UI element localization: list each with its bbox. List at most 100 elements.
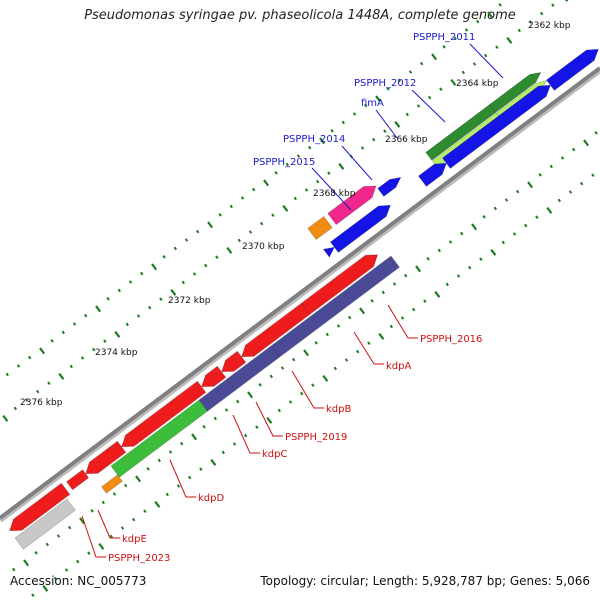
tick-mark	[493, 206, 498, 211]
tick-mark	[92, 347, 96, 352]
label-leader-line	[291, 370, 324, 409]
tick-label-2362: 2362 kbp	[528, 21, 571, 31]
tick-mark	[35, 389, 40, 394]
tick-mark	[135, 475, 142, 483]
tick-mark	[371, 137, 376, 142]
tick-mark	[132, 517, 136, 522]
tick-mark	[389, 324, 394, 329]
tick-mark	[207, 221, 214, 229]
tick-mark	[199, 467, 203, 471]
gene-feature-orange	[307, 215, 333, 241]
tick-mark	[232, 442, 237, 446]
tick-mark	[24, 398, 29, 402]
tick-label-2374: 2374 kbp	[95, 348, 138, 358]
gene-label-pspph-2012: PSPPH_2012	[354, 78, 416, 89]
label-leader-line	[341, 145, 373, 181]
tick-mark	[314, 341, 318, 345]
tick-mark	[56, 534, 61, 538]
tick-mark	[490, 248, 497, 256]
tick-mark	[296, 154, 301, 158]
tick-mark	[269, 374, 274, 379]
tick-mark	[539, 11, 544, 16]
tick-mark	[591, 173, 595, 177]
tick-mark	[479, 257, 483, 261]
tick-mark	[378, 332, 385, 340]
label-leader-line	[411, 89, 446, 123]
gene-feature-blue	[546, 48, 599, 91]
tick-mark	[475, 19, 480, 24]
tick-mark	[352, 112, 357, 116]
tick-mark	[192, 272, 197, 276]
accession-text: Accession: NC_005773	[10, 574, 147, 588]
gene-feature-dark-green	[489, 71, 542, 113]
tick-mark	[58, 372, 65, 380]
tick-mark	[383, 129, 387, 133]
tick-mark	[188, 475, 192, 480]
tick-mark	[392, 282, 397, 286]
gene-label-kdpa: kdpA	[386, 361, 411, 372]
gene-label-kdpd: kdpD	[198, 493, 224, 504]
tick-mark	[79, 517, 86, 525]
tick-mark	[5, 372, 9, 377]
tick-mark	[327, 171, 331, 175]
tick-mark	[53, 576, 57, 581]
tick-mark	[551, 3, 555, 7]
gene-feature-navy	[270, 255, 400, 358]
tick-mark	[148, 305, 152, 310]
tick-mark	[162, 255, 166, 259]
tick-mark	[583, 139, 590, 147]
tick-mark	[445, 282, 450, 287]
tick-mark	[50, 339, 54, 343]
gene-feature-red	[66, 469, 90, 491]
tick-mark	[252, 187, 256, 192]
tick-mark	[450, 78, 457, 86]
tick-mark	[173, 246, 177, 251]
tick-mark	[571, 147, 576, 152]
tick-mark	[159, 297, 163, 301]
label-leader-line	[469, 43, 504, 79]
tick-mark	[255, 425, 259, 429]
tick-mark	[23, 559, 30, 567]
tick-label-2376: 2376 kbp	[20, 398, 63, 408]
gene-feature-red	[221, 350, 247, 373]
gene-label-fima: fimA	[361, 98, 384, 109]
gene-label-pspph-2011: PSPPH_2011	[413, 32, 475, 43]
tick-mark	[504, 198, 509, 202]
tick-mark	[344, 358, 349, 362]
gene-feature-blue	[322, 246, 335, 258]
gene-feature-red	[241, 302, 311, 358]
tick-mark	[416, 104, 421, 108]
tick-mark	[157, 458, 161, 463]
genome-summary-text: Topology: circular; Length: 5,928,787 bp…	[260, 574, 590, 588]
tick-mark	[181, 280, 185, 285]
tick-mark	[408, 70, 413, 74]
tick-mark	[359, 307, 366, 315]
gene-feature-gray	[14, 498, 76, 550]
gene-feature-blue	[330, 204, 391, 253]
tick-mark	[560, 156, 565, 160]
tick-mark	[303, 349, 310, 357]
label-leader-line	[169, 459, 196, 498]
tick-mark	[319, 137, 326, 145]
tick-mark	[341, 120, 346, 125]
tick-mark	[472, 62, 477, 66]
label-leader-line	[375, 109, 398, 139]
tick-mark	[355, 349, 360, 354]
gene-feature-red	[121, 380, 207, 448]
tick-mark	[453, 36, 458, 41]
tick-mark	[229, 204, 233, 209]
tick-mark	[483, 53, 488, 58]
tick-mark	[218, 213, 222, 217]
gene-features	[9, 48, 599, 550]
tick-mark	[471, 223, 478, 231]
tick-mark	[565, 0, 569, 2]
tick-mark	[224, 408, 229, 412]
gene-label-pspph-2014: PSPPH_2014	[283, 134, 345, 145]
tick-mark	[397, 78, 402, 83]
tick-mark	[304, 188, 309, 192]
tick-mark	[16, 364, 21, 368]
label-leader-line	[387, 304, 418, 339]
tick-mark	[594, 131, 598, 135]
tick-mark	[293, 196, 298, 201]
tick-mark	[381, 290, 386, 295]
